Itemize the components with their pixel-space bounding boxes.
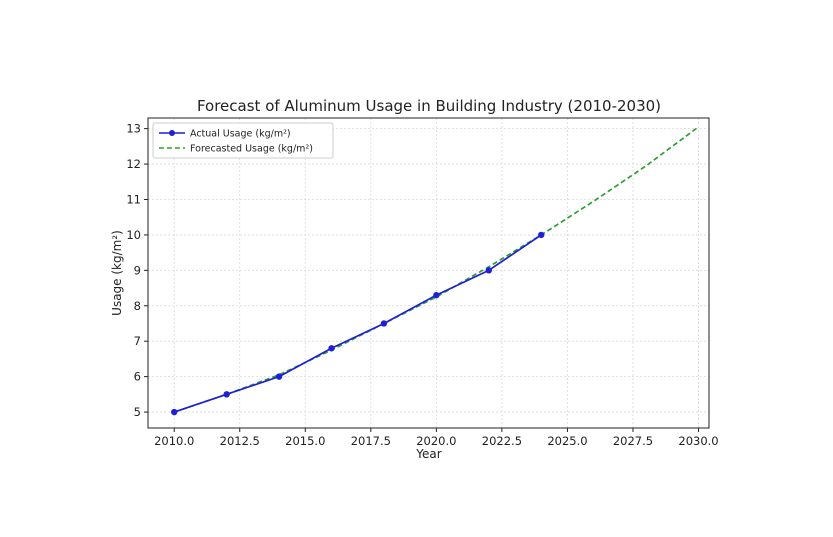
y-tick-label: 12 — [126, 157, 141, 171]
x-tick-label: 2012.5 — [220, 434, 260, 448]
x-tick-label: 2022.5 — [482, 434, 522, 448]
legend-forecast-label: Forecasted Usage (kg/m²) — [190, 144, 313, 155]
forecast-usage-line — [173, 126, 700, 413]
y-tick-label: 13 — [126, 122, 141, 136]
y-tick-label: 7 — [134, 334, 141, 348]
legend-actual-label: Actual Usage (kg/m²) — [190, 129, 291, 140]
x-tick-label: 2015.0 — [285, 434, 325, 448]
actual-usage-point — [223, 391, 230, 398]
legend: Actual Usage (kg/m²) Forecasted Usage (k… — [152, 122, 334, 159]
ticks: 2010.0 2012.5 2015.0 2017.5 2020.0 2022.5 2025… — [126, 122, 718, 448]
x-tick-label: 2030.0 — [678, 434, 718, 448]
y-tick-label: 9 — [134, 263, 141, 277]
actual-usage-point — [433, 291, 440, 299]
plot-frame — [147, 117, 710, 429]
y-axis-label: Usage (kg/m²) — [110, 230, 124, 316]
actual-usage-line — [173, 234, 542, 413]
actual-usage-point — [328, 345, 335, 352]
x-tick-label: 2017.5 — [351, 434, 391, 448]
y-tick-label: 8 — [134, 299, 141, 313]
legend-box — [152, 122, 334, 159]
legend-actual-marker — [169, 130, 175, 136]
grid — [148, 118, 709, 428]
y-tick-label: 10 — [126, 228, 141, 242]
x-tick-label: 2020.0 — [416, 434, 456, 448]
actual-usage-point — [538, 231, 545, 239]
x-axis-label: Year — [415, 447, 441, 461]
y-tick-label: 5 — [134, 405, 141, 419]
series-layer — [171, 126, 700, 416]
chart-title: Forecast of Aluminum Usage in Building I… — [197, 97, 661, 115]
x-tick-label: 2025.0 — [547, 434, 587, 448]
actual-usage-point — [171, 408, 178, 416]
actual-usage-point — [275, 373, 283, 380]
actual-usage-point — [380, 320, 388, 327]
actual-usage-point — [485, 267, 492, 274]
x-tick-label: 2027.5 — [613, 434, 653, 448]
y-tick-label: 6 — [134, 370, 141, 384]
x-tick-label: 2010.0 — [154, 434, 194, 448]
y-tick-label: 11 — [126, 192, 141, 206]
